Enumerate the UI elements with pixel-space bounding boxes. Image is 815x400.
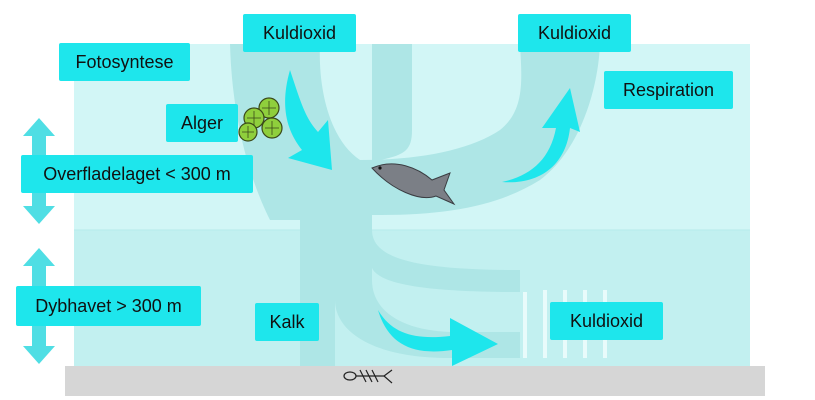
flow-band-center [372,44,412,160]
seabed [65,366,765,396]
flow-arrow-icon [378,310,498,366]
flow-arrow-icon [502,88,580,183]
flow-arrow-icon [285,70,332,170]
label-dybhavet: Dybhavet > 300 m [16,286,201,326]
fish-icon [371,163,456,206]
label-kuldioxid-deep: Kuldioxid [550,302,663,340]
label-fotosyntese: Fotosyntese [59,43,190,81]
fish-skeleton-icon [343,369,393,384]
flow-band-down [300,200,520,368]
flow-band-deep-return [372,230,520,292]
label-kalk: Kalk [255,303,319,341]
label-respiration: Respiration [604,71,733,109]
label-kuldioxid-top-right: Kuldioxid [518,14,631,52]
label-kuldioxid-top-left: Kuldioxid [243,14,356,52]
label-overfladelaget: Overfladelaget < 300 m [21,155,253,193]
label-alger: Alger [166,104,238,142]
algae-icon [238,97,283,142]
